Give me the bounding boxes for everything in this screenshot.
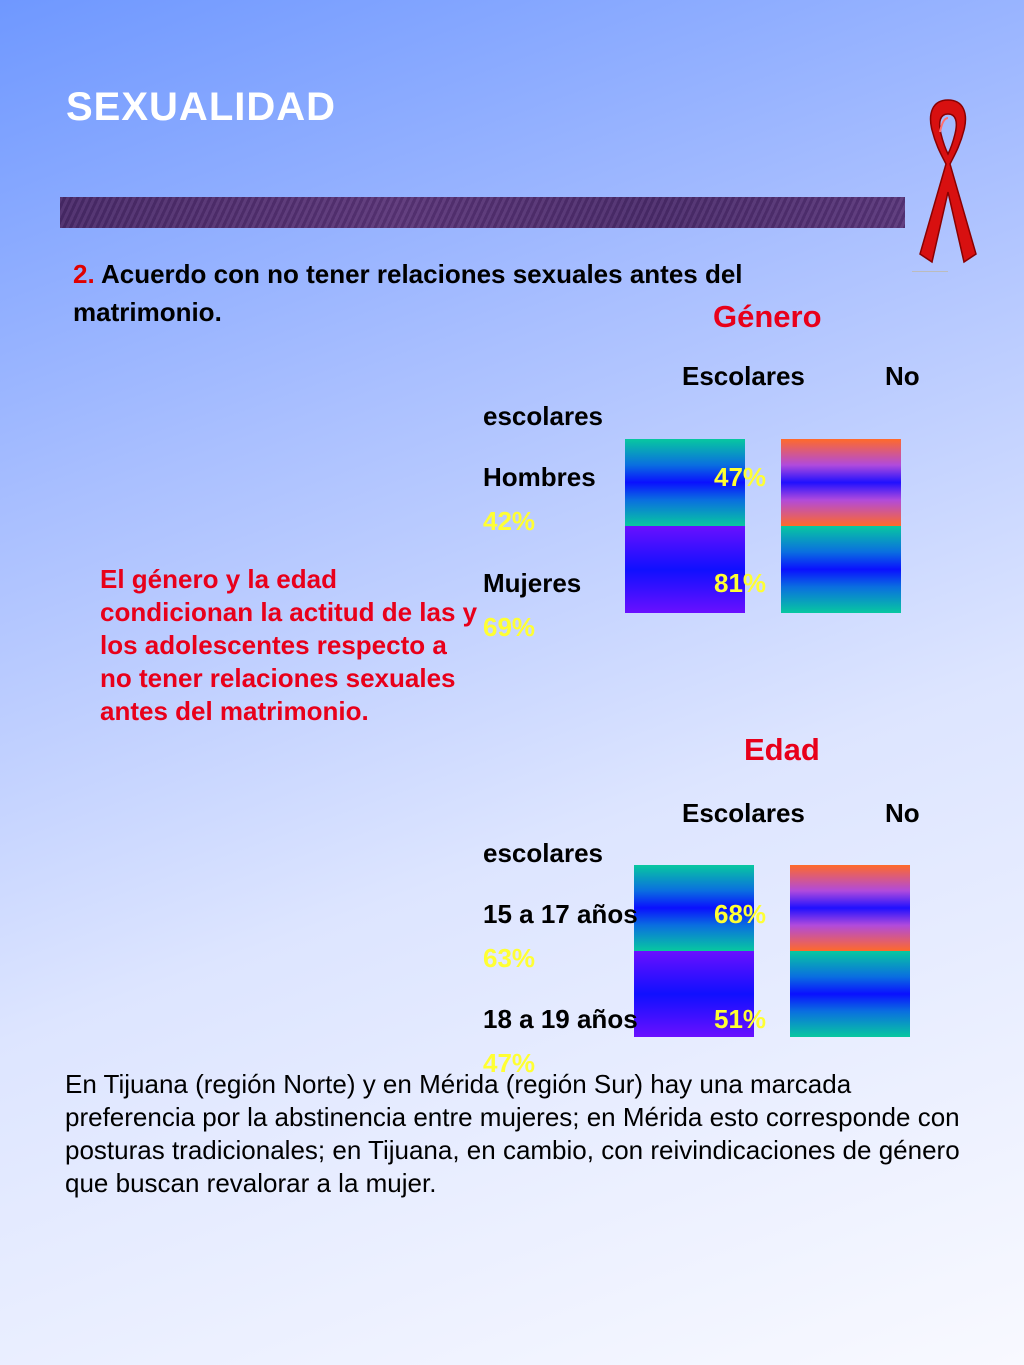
genero-bar-mujeres-escolares bbox=[625, 526, 745, 613]
slide-title: SEXUALIDAD bbox=[66, 85, 337, 129]
genero-heading: Género bbox=[713, 299, 822, 334]
edad-row-label: 18 a 19 años bbox=[483, 1004, 638, 1034]
edad-value: 47% bbox=[483, 1048, 536, 1078]
genero-value: 69% bbox=[483, 612, 536, 642]
edad-bar-18-19-escolares bbox=[634, 951, 754, 1037]
genero-value: 81% bbox=[714, 568, 767, 598]
genero-col-escolares: Escolares bbox=[682, 361, 805, 391]
edad-bar-18-19-no-escolares bbox=[790, 951, 910, 1037]
genero-value: 47% bbox=[714, 462, 767, 492]
genero-bar-mujeres-no-escolares bbox=[781, 526, 901, 613]
edad-value: 68% bbox=[714, 899, 767, 929]
question-number: 2. bbox=[73, 259, 95, 289]
edad-col-escolares: Escolares bbox=[682, 798, 805, 828]
genero-col-escolares-2: escolares bbox=[483, 401, 603, 431]
question: 2. Acuerdo con no tener relaciones sexua… bbox=[73, 255, 873, 331]
edad-col-escolares-2: escolares bbox=[483, 838, 603, 868]
conclusion-note: El género y la edad condicionan la actit… bbox=[100, 564, 478, 726]
genero-value: 42% bbox=[483, 506, 536, 536]
edad-value: 63% bbox=[483, 943, 536, 973]
genero-bar-hombres-escolares bbox=[625, 439, 745, 526]
edad-bar-15-17-no-escolares bbox=[790, 865, 910, 951]
genero-col-no: No bbox=[885, 361, 920, 391]
decorative-band bbox=[60, 197, 905, 228]
ribbon-underline bbox=[912, 271, 948, 272]
genero-row-label: Hombres bbox=[483, 462, 596, 492]
edad-col-no: No bbox=[885, 798, 920, 828]
body-paragraph: En Tijuana (región Norte) y en Mérida (r… bbox=[65, 1069, 960, 1198]
awareness-ribbon-icon bbox=[919, 99, 977, 264]
edad-heading: Edad bbox=[744, 732, 820, 767]
genero-bar-hombres-no-escolares bbox=[781, 439, 901, 526]
edad-row-label: 15 a 17 años bbox=[483, 899, 638, 929]
question-text: Acuerdo con no tener relaciones sexuales… bbox=[73, 259, 743, 327]
edad-bar-15-17-escolares bbox=[634, 865, 754, 951]
genero-row-label: Mujeres bbox=[483, 568, 582, 598]
edad-value: 51% bbox=[714, 1004, 767, 1034]
